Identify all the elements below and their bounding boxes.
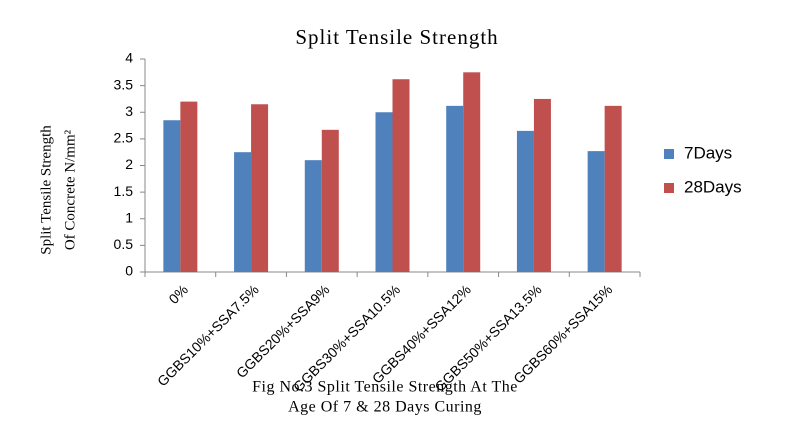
- caption: Fig No.3 Split Tensile Strength At The: [252, 379, 518, 396]
- bar: [234, 152, 252, 272]
- caption: Age Of 7 & 28 Days Curing: [288, 399, 482, 416]
- legend-swatch: [664, 183, 674, 193]
- y-tick-label: 3: [125, 103, 133, 119]
- y-axis-label: Split Tensile Strength: [38, 125, 54, 255]
- legend-label: 28Days: [684, 177, 742, 196]
- bar: [375, 112, 393, 272]
- bar: [392, 79, 410, 272]
- bar: [304, 160, 322, 272]
- y-tick-label: 3.5: [114, 76, 134, 92]
- bar: [163, 120, 181, 272]
- y-axis-label: Of Concrete N/mm²: [62, 129, 78, 250]
- y-tick-label: 1.5: [114, 183, 134, 199]
- bar: [516, 130, 534, 272]
- bar: [604, 105, 622, 272]
- bar: [463, 72, 481, 272]
- legend-swatch: [664, 149, 674, 159]
- chart-title: Split Tensile Strength: [295, 25, 498, 49]
- bar: [251, 104, 269, 272]
- bar: [446, 105, 464, 272]
- y-tick-label: 2.5: [114, 130, 134, 146]
- y-tick-label: 0: [125, 263, 133, 279]
- bar: [321, 129, 339, 272]
- y-tick-label: 1: [125, 209, 133, 225]
- y-tick-label: 0.5: [114, 236, 134, 252]
- x-tick-label: 0%: [165, 281, 191, 307]
- y-tick-label: 4: [125, 50, 133, 66]
- bar: [587, 151, 605, 272]
- bar: [180, 101, 198, 272]
- legend-label: 7Days: [684, 143, 732, 162]
- y-tick-label: 2: [125, 156, 133, 172]
- bar: [533, 98, 551, 272]
